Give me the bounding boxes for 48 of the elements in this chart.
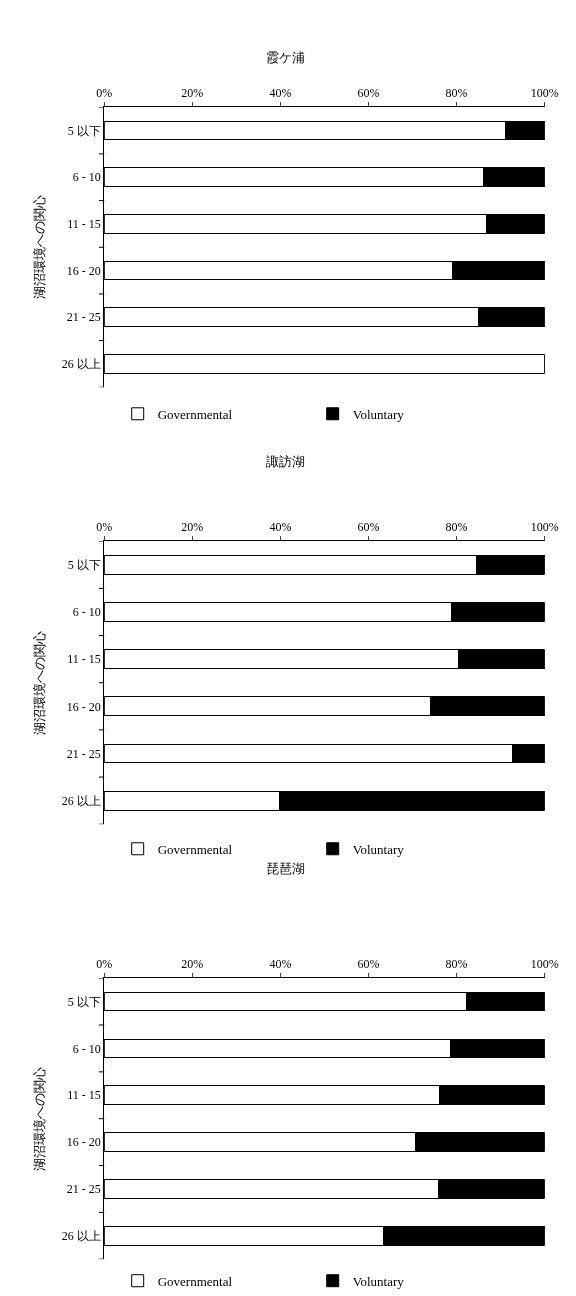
x-tick-label: 80% (445, 86, 468, 101)
x-tick-label: 20% (181, 520, 204, 535)
x-tick-label: 100% (530, 86, 559, 101)
legend-label: Voluntary (352, 1273, 405, 1289)
y-tick-label: 26 以上 (61, 793, 101, 808)
chart-title: 諏訪湖 (266, 454, 305, 469)
chart-title: 霞ケ浦 (266, 50, 305, 65)
y-tick-label: 21 - 25 (66, 746, 101, 761)
y-tick-label: 16 - 20 (66, 699, 101, 714)
x-tick-label: 0% (96, 86, 113, 101)
x-tick-label: 60% (357, 86, 380, 101)
y-tick-label: 5 以下 (67, 558, 101, 573)
x-tick-label: 40% (269, 957, 292, 972)
x-tick-label: 100% (530, 957, 559, 972)
y-tick-label: 16 - 20 (66, 263, 101, 278)
y-tick-label: 6 - 10 (72, 170, 101, 185)
x-tick-label: 20% (181, 86, 204, 101)
x-tick-label: 20% (181, 957, 204, 972)
y-axis-title: 湖沼環境への関心 (31, 195, 47, 300)
y-tick-label: 26 以上 (61, 357, 101, 372)
y-tick-label: 5 以下 (67, 123, 101, 138)
x-tick-label: 60% (357, 520, 380, 535)
x-tick-label: 60% (357, 957, 380, 972)
y-tick-label: 6 - 10 (72, 1041, 101, 1056)
y-tick-label: 11 - 15 (67, 217, 101, 232)
x-tick-label: 40% (269, 520, 292, 535)
y-tick-label: 11 - 15 (67, 1088, 101, 1103)
x-tick-label: 100% (530, 520, 559, 535)
y-tick-label: 16 - 20 (66, 1135, 101, 1150)
y-axis-title: 湖沼環境への関心 (31, 1066, 47, 1171)
y-tick-label: 21 - 25 (66, 1182, 101, 1197)
x-tick-label: 80% (445, 957, 468, 972)
legend-label: Voluntary (352, 841, 405, 857)
chart-title: 琵琶湖 (266, 861, 305, 876)
x-tick-label: 80% (445, 520, 468, 535)
x-tick-label: 40% (269, 86, 292, 101)
y-tick-label: 6 - 10 (72, 605, 101, 620)
legend-label: Governmental (157, 841, 233, 857)
x-tick-label: 0% (96, 520, 113, 535)
legend-label: Governmental (157, 406, 233, 422)
legend-label: Governmental (157, 1273, 233, 1289)
x-tick-label: 0% (96, 957, 113, 972)
y-tick-label: 11 - 15 (67, 652, 101, 667)
legend-label: Voluntary (352, 406, 405, 422)
y-tick-label: 5 以下 (67, 994, 101, 1009)
y-tick-label: 26 以上 (61, 1228, 101, 1243)
y-axis-title: 湖沼環境への関心 (31, 630, 47, 735)
y-tick-label: 21 - 25 (66, 310, 101, 325)
